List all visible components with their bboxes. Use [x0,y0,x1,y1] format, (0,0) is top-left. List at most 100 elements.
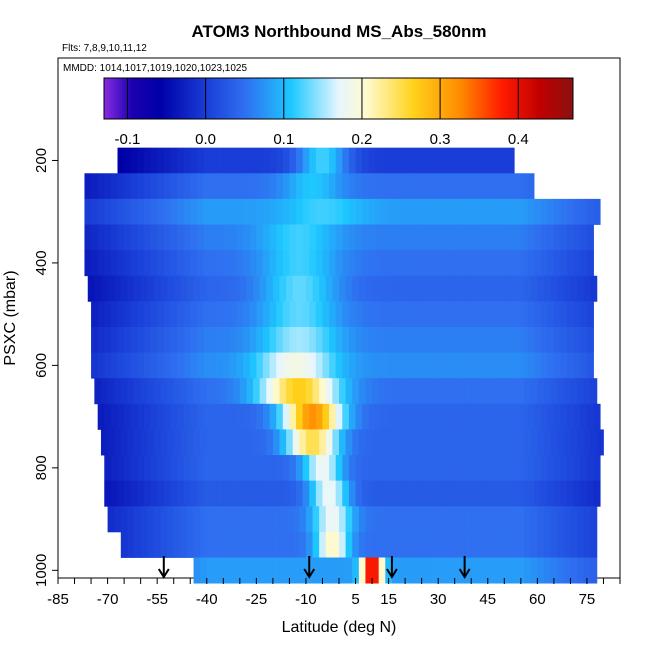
heatmap-cell [196,326,204,353]
heatmap-cell [484,531,492,558]
heatmap-cell [408,198,416,225]
heatmap-cell [130,147,138,174]
heatmap-cell [401,352,409,379]
heatmap-cell [147,275,155,302]
heatmap-cell [206,429,214,456]
heatmap-cell [282,147,290,174]
heatmap-cell [183,250,191,277]
heatmap-cell [458,531,466,558]
heatmap-cell [474,480,482,507]
heatmap-cell [253,557,261,584]
heatmap-cell [415,250,423,277]
heatmap-cell [504,506,512,533]
heatmap-cell [177,173,185,200]
heatmap-cell [464,531,472,558]
heatmap-cell [507,301,515,328]
heatmap-cell [415,301,423,328]
heatmap-cell [117,250,125,277]
heatmap-cell [322,147,330,174]
heatmap-cell [91,198,99,225]
heatmap-cell [481,301,489,328]
heatmap-cell [441,224,449,251]
heatmap-cell [269,198,277,225]
heatmap-cell [567,250,575,277]
heatmap-cell [375,352,383,379]
heatmap-cell [233,531,241,558]
heatmap-cell [246,429,254,456]
heatmap-cell [527,326,535,353]
heatmap-cell [362,326,370,353]
heatmap-cell [325,531,333,558]
heatmap-cell [173,506,181,533]
heatmap-cell [543,506,551,533]
heatmap-cell [335,173,343,200]
heatmap-cell [289,403,297,430]
heatmap-cell [500,224,508,251]
heatmap-cell [398,275,406,302]
heatmap-cell [117,147,125,174]
heatmap-cell [315,301,323,328]
heatmap-cell [378,378,386,405]
heatmap-cell [183,173,191,200]
heatmap-cell [381,250,389,277]
heatmap-cell [348,455,356,482]
heatmap-cell [448,455,456,482]
heatmap-cell [236,480,244,507]
heatmap-cell [322,352,330,379]
heatmap-cell [385,429,393,456]
heatmap-cell [362,147,370,174]
heatmap-cell [448,301,456,328]
heatmap-cell [137,352,145,379]
heatmap-cell [312,378,320,405]
heatmap-cell [200,531,208,558]
heatmap-cell [415,224,423,251]
heatmap-cell [577,378,585,405]
heatmap-cell [415,173,423,200]
heatmap-cell [315,250,323,277]
heatmap-cell [269,352,277,379]
heatmap-cell [87,275,95,302]
heatmap-cell [120,429,128,456]
heatmap-cell [177,198,185,225]
heatmap-cell [352,275,360,302]
heatmap-cell [266,531,274,558]
heatmap-cell [157,147,165,174]
heatmap-cell [256,403,264,430]
heatmap-cell [590,557,598,584]
heatmap-cell [130,224,138,251]
heatmap-cell [540,250,548,277]
heatmap-cell [332,275,340,302]
heatmap-cell [219,429,227,456]
heatmap-cell [84,250,92,277]
heatmap-cell [236,250,244,277]
heatmap-cell [467,352,475,379]
heatmap-cell [464,275,472,302]
heatmap-cell [481,224,489,251]
heatmap-cell [514,198,522,225]
heatmap-cell [381,173,389,200]
heatmap-cell [461,403,469,430]
heatmap-cell [500,480,508,507]
heatmap-cell [388,352,396,379]
heatmap-cell [236,147,244,174]
heatmap-cell [365,429,373,456]
heatmap-cell [550,531,558,558]
y-axis: 200 400 600 800 1000 [33,148,58,587]
heatmap-cell [200,557,208,584]
heatmap-cell [256,301,264,328]
heatmap-cell [282,480,290,507]
heatmap-cell [137,480,145,507]
heatmap-cell [540,198,548,225]
heatmap-cell [134,429,142,456]
heatmap-cell [206,275,214,302]
heatmap-cell [309,198,317,225]
heatmap-cell [421,352,429,379]
heatmap-cell [418,557,426,584]
heatmap-cell [124,352,132,379]
heatmap-cell [286,506,294,533]
heatmap-cell [491,429,499,456]
heatmap-cell [335,250,343,277]
colorbar-tick-label: -0.1 [115,131,141,148]
heatmap-cell [157,403,165,430]
heatmap-cell [484,429,492,456]
